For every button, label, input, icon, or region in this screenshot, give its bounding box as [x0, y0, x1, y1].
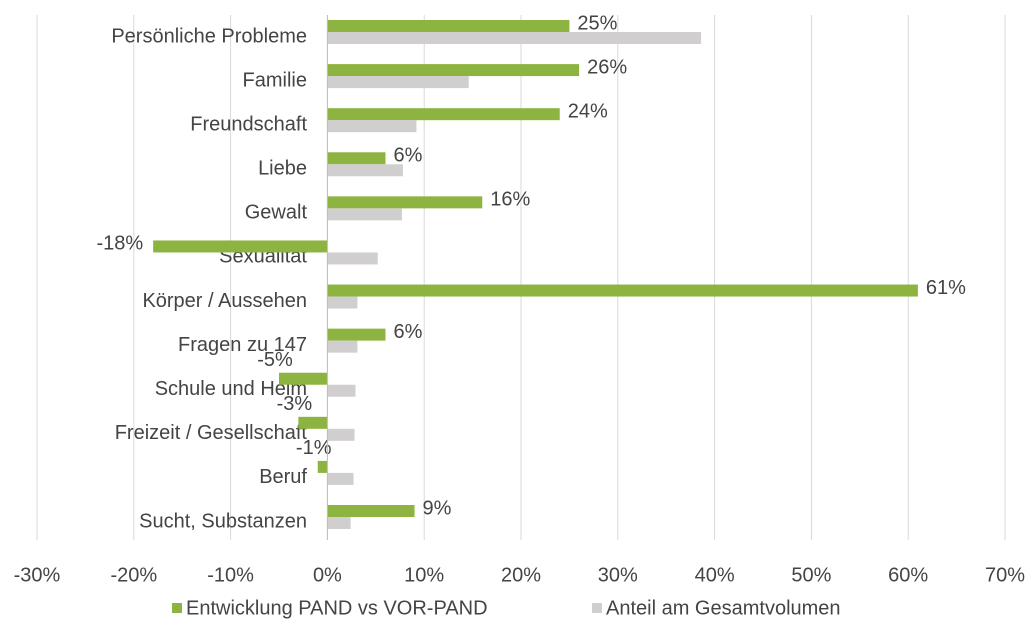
y-tick-label: Liebe: [258, 158, 307, 180]
data-label: -5%: [257, 349, 293, 371]
legend-label: Anteil am Gesamtvolumen: [606, 597, 841, 619]
x-tick-label: -20%: [110, 564, 157, 586]
data-label: 61%: [926, 277, 966, 299]
data-label: -3%: [277, 393, 313, 415]
y-tick-label: Gewalt: [245, 202, 308, 224]
y-tick-label: Fragen zu 147: [178, 334, 307, 356]
bar: [153, 240, 328, 253]
data-label: 16%: [490, 189, 530, 211]
data-label: 26%: [587, 56, 627, 78]
bar: [327, 252, 378, 265]
bar: [327, 284, 918, 297]
x-tick-label: 60%: [888, 564, 928, 586]
y-tick-label: Sucht, Substanzen: [139, 510, 307, 532]
legend-label: Entwicklung PAND vs VOR-PAND: [186, 597, 488, 619]
y-tick-label: Freizeit / Gesellschaft: [115, 422, 308, 444]
x-tick-label: 70%: [985, 564, 1025, 586]
bar: [279, 372, 328, 385]
legend-swatch: [592, 603, 602, 613]
x-tick-label: -10%: [207, 564, 254, 586]
bar: [327, 208, 402, 221]
y-tick-label: Familie: [243, 69, 307, 91]
y-tick-label: Beruf: [259, 466, 307, 488]
y-tick-label: Persönliche Probleme: [111, 25, 307, 47]
bar: [327, 384, 356, 397]
data-label: -1%: [296, 437, 332, 459]
bar: [327, 108, 560, 121]
data-label: -18%: [96, 233, 143, 255]
x-tick-label: -30%: [14, 564, 61, 586]
bar: [327, 196, 483, 209]
x-tick-label: 50%: [791, 564, 831, 586]
bar: [327, 517, 351, 529]
bar: [327, 64, 580, 77]
bar: [327, 428, 355, 441]
y-tick-label: Körper / Aussehen: [142, 290, 307, 312]
bar: [327, 328, 386, 341]
x-tick-label: 10%: [404, 564, 444, 586]
bar: [317, 460, 328, 473]
bar: [327, 20, 570, 32]
bar: [327, 505, 415, 517]
x-tick-label: 30%: [598, 564, 638, 586]
bar: [327, 164, 403, 177]
legend-swatch: [172, 603, 182, 613]
data-label: 6%: [393, 321, 422, 343]
x-tick-label: 0%: [313, 564, 342, 586]
data-label: 24%: [568, 100, 608, 122]
x-tick-label: 20%: [501, 564, 541, 586]
bar: [327, 32, 702, 44]
bar: [327, 76, 469, 89]
bar: [327, 296, 358, 309]
bar: [327, 120, 417, 133]
data-label: 25%: [577, 12, 617, 34]
y-tick-label: Freundschaft: [190, 113, 307, 135]
bar: [327, 152, 386, 165]
bar: [298, 416, 328, 429]
bar: [327, 472, 354, 485]
bar: [327, 340, 358, 353]
data-label: 9%: [423, 497, 452, 519]
x-tick-label: 40%: [695, 564, 735, 586]
data-label: 6%: [393, 145, 422, 167]
y-tick-label: Schule und Heim: [155, 378, 307, 400]
